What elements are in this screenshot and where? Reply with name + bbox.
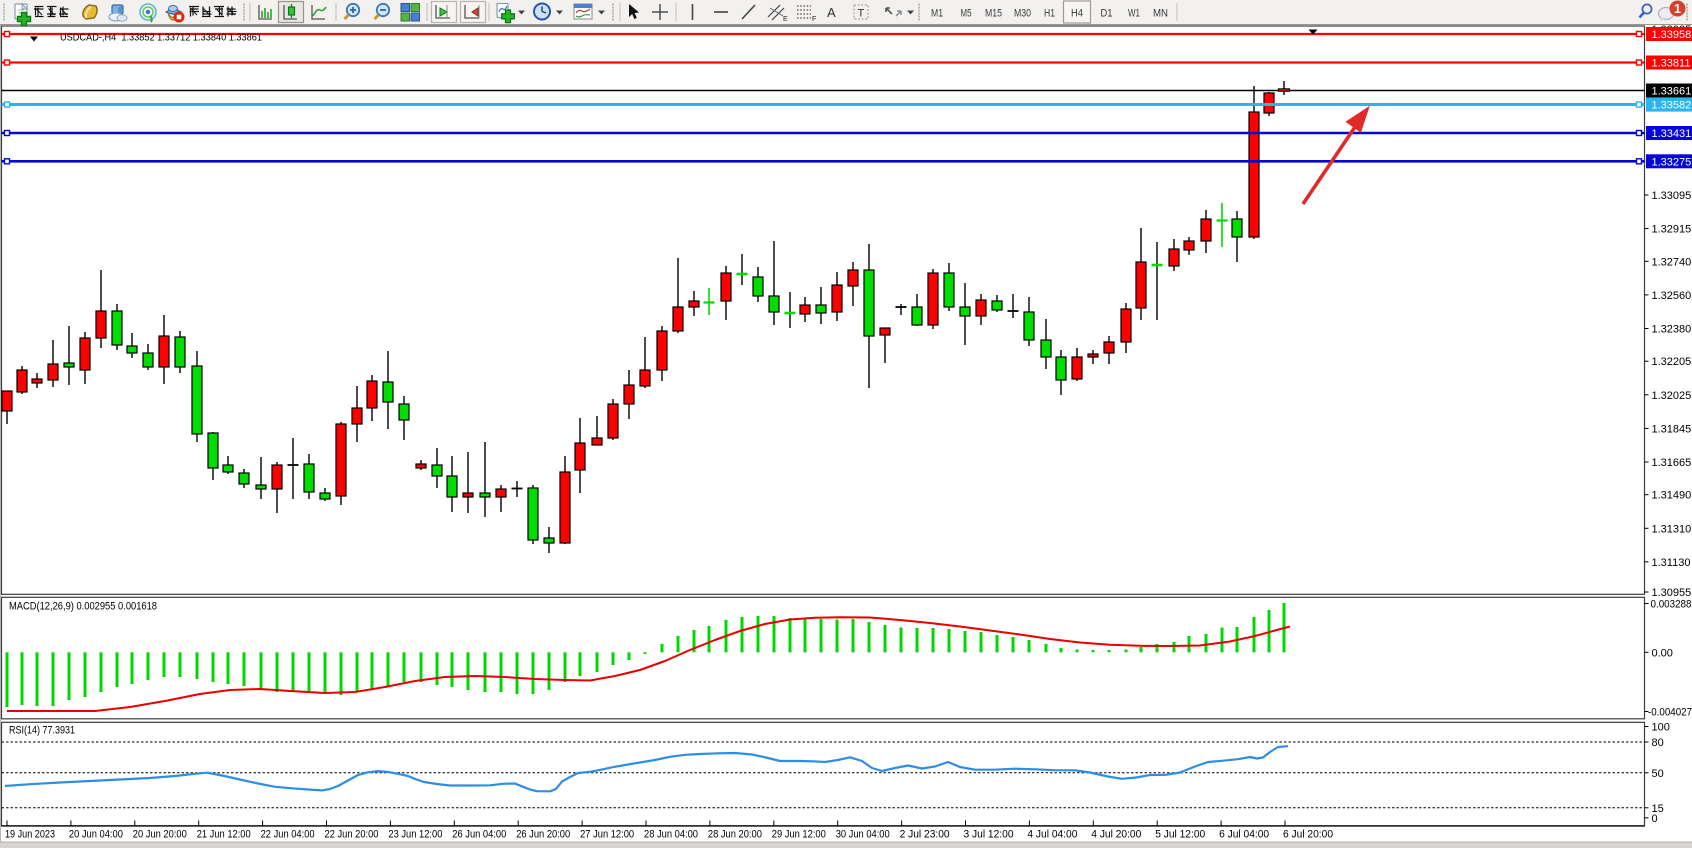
svg-text:1.33582: 1.33582 [1652, 100, 1692, 112]
svg-text:1.31130: 1.31130 [1652, 557, 1691, 569]
svg-text:1.32740: 1.32740 [1652, 256, 1692, 268]
svg-text:2 Jul 23:00: 2 Jul 23:00 [900, 829, 950, 841]
svg-text:28 Jun 04:00: 28 Jun 04:00 [644, 829, 698, 841]
svg-text:-0.004027: -0.004027 [1648, 707, 1692, 719]
svg-text:21 Jun 12:00: 21 Jun 12:00 [197, 829, 251, 841]
svg-text:6 Jul 20:00: 6 Jul 20:00 [1283, 829, 1333, 841]
svg-text:1: 1 [1674, 2, 1681, 16]
svg-text:4 Jul 20:00: 4 Jul 20:00 [1091, 829, 1141, 841]
svg-text:4 Jul 04:00: 4 Jul 04:00 [1027, 829, 1077, 841]
svg-text:1.31845: 1.31845 [1652, 423, 1692, 435]
svg-text:6 Jul 04:00: 6 Jul 04:00 [1219, 829, 1269, 841]
svg-text:30 Jun 04:00: 30 Jun 04:00 [836, 829, 890, 841]
svg-text:M5: M5 [961, 8, 972, 20]
svg-text:28 Jun 20:00: 28 Jun 20:00 [708, 829, 762, 841]
svg-text:29 Jun 12:00: 29 Jun 12:00 [772, 829, 826, 841]
svg-text:26 Jun 20:00: 26 Jun 20:00 [516, 829, 570, 841]
svg-text:USDCAD-,H4 1.33852 1.33712 1.: USDCAD-,H4 1.33852 1.33712 1.33840 1.338… [60, 32, 262, 44]
svg-text:80: 80 [1652, 737, 1664, 749]
svg-text:1.31310: 1.31310 [1652, 523, 1692, 535]
svg-text:50: 50 [1652, 768, 1664, 780]
svg-text:MACD(12,26,9) 0.002955 0.00161: MACD(12,26,9) 0.002955 0.001618 [9, 601, 157, 613]
svg-text:M30: M30 [1014, 8, 1031, 20]
svg-text:M1: M1 [931, 8, 943, 20]
svg-text:1.32380: 1.32380 [1652, 324, 1692, 336]
svg-text:1.32205: 1.32205 [1652, 356, 1692, 368]
svg-text:27 Jun 12:00: 27 Jun 12:00 [580, 829, 634, 841]
svg-text:D1: D1 [1101, 8, 1113, 20]
svg-text:1.31490: 1.31490 [1652, 490, 1692, 502]
svg-text:MN: MN [1153, 8, 1168, 20]
svg-text:1.33958: 1.33958 [1652, 29, 1692, 41]
svg-text:H4: H4 [1071, 8, 1083, 20]
svg-text:15: 15 [1652, 803, 1664, 815]
svg-text:1.33095: 1.33095 [1652, 190, 1692, 202]
svg-text:T: T [858, 8, 865, 20]
svg-text:1.32915: 1.32915 [1652, 224, 1692, 236]
svg-text:W1: W1 [1128, 8, 1140, 20]
svg-text:1.30955: 1.30955 [1652, 587, 1692, 599]
svg-text:26 Jun 04:00: 26 Jun 04:00 [452, 829, 506, 841]
svg-text:19 Jun 2023: 19 Jun 2023 [5, 829, 55, 841]
svg-text:M15: M15 [985, 8, 1002, 20]
svg-text:H1: H1 [1044, 8, 1055, 20]
svg-text:0: 0 [1652, 813, 1658, 825]
svg-text:22 Jun 20:00: 22 Jun 20:00 [325, 829, 379, 841]
svg-text:20 Jun 20:00: 20 Jun 20:00 [133, 829, 187, 841]
svg-text:1.33661: 1.33661 [1652, 86, 1692, 98]
svg-text:100: 100 [1652, 722, 1670, 734]
svg-text:1.33431: 1.33431 [1652, 128, 1692, 140]
svg-text:0.00: 0.00 [1652, 647, 1673, 659]
svg-text:1.32025: 1.32025 [1652, 390, 1692, 402]
svg-text:E: E [783, 16, 788, 23]
svg-text:1.33811: 1.33811 [1652, 58, 1691, 70]
svg-text:22 Jun 04:00: 22 Jun 04:00 [261, 829, 315, 841]
svg-text:23 Jun 12:00: 23 Jun 12:00 [388, 829, 442, 841]
svg-text:3 Jul 12:00: 3 Jul 12:00 [964, 829, 1014, 841]
svg-text:A: A [827, 5, 836, 20]
svg-text:20 Jun 04:00: 20 Jun 04:00 [69, 829, 123, 841]
svg-text:5 Jul 12:00: 5 Jul 12:00 [1155, 829, 1205, 841]
svg-text:F: F [812, 16, 816, 23]
svg-text:RSI(14) 77.3931: RSI(14) 77.3931 [9, 725, 75, 737]
svg-text:1.33275: 1.33275 [1652, 156, 1692, 168]
svg-text:1.31665: 1.31665 [1652, 457, 1692, 469]
svg-text:1.32560: 1.32560 [1652, 290, 1692, 302]
svg-text:0.003288: 0.003288 [1651, 599, 1692, 611]
